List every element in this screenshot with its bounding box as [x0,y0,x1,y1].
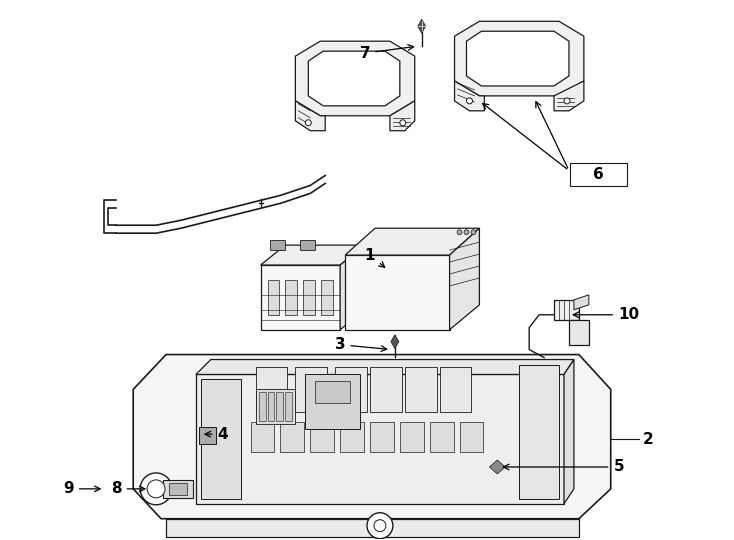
Bar [286,393,292,421]
Circle shape [564,98,570,104]
Bar [405,368,437,412]
Bar [370,422,394,452]
Polygon shape [345,228,479,255]
Text: 2: 2 [643,431,654,447]
Polygon shape [261,245,365,265]
Polygon shape [519,364,559,499]
Bar [258,393,266,421]
Polygon shape [454,81,484,111]
Bar [303,280,316,315]
Text: 9: 9 [63,481,100,496]
Bar [267,280,280,315]
Circle shape [374,519,386,532]
Bar [370,368,401,412]
Circle shape [367,513,393,538]
Text: 8: 8 [111,481,145,496]
Polygon shape [201,380,241,499]
Polygon shape [166,519,579,537]
Polygon shape [133,355,611,519]
Bar [316,381,350,403]
Text: 3: 3 [335,337,387,352]
Bar [277,393,283,421]
Bar [255,368,288,412]
Polygon shape [196,374,564,504]
Bar [169,483,187,495]
Polygon shape [345,255,449,330]
Bar [305,374,360,429]
Bar [335,368,367,412]
Bar [400,422,424,452]
Circle shape [400,120,406,126]
Bar [440,368,471,412]
Bar [255,389,295,424]
Circle shape [140,473,172,505]
Text: 10: 10 [573,307,639,322]
Circle shape [464,230,469,235]
Bar [250,422,275,452]
Text: 7: 7 [360,45,413,60]
Polygon shape [554,300,579,320]
Polygon shape [569,320,589,345]
Circle shape [467,98,473,104]
Text: 4: 4 [205,427,228,442]
Polygon shape [490,460,505,474]
Polygon shape [418,19,426,33]
Text: 6: 6 [593,167,604,182]
Polygon shape [467,31,569,86]
Bar [286,280,297,315]
Circle shape [147,480,165,498]
Bar [267,393,275,421]
Polygon shape [554,81,584,111]
Polygon shape [295,41,415,116]
Polygon shape [196,360,574,374]
Bar [280,422,305,452]
Bar [310,422,334,452]
Circle shape [305,120,311,126]
Bar [429,422,454,452]
Circle shape [471,230,476,235]
Polygon shape [574,295,589,310]
Bar [321,280,333,315]
Bar [163,480,193,498]
Polygon shape [295,101,325,131]
Polygon shape [564,360,574,504]
Polygon shape [199,427,216,444]
Circle shape [457,230,462,235]
Bar [300,240,316,250]
Polygon shape [391,335,399,349]
Polygon shape [390,101,415,131]
Bar [340,422,364,452]
Polygon shape [340,245,365,330]
Bar [459,422,484,452]
Text: 1: 1 [365,247,385,267]
Polygon shape [454,21,584,96]
Text: 5: 5 [504,460,624,475]
Polygon shape [308,51,400,106]
Polygon shape [261,265,340,330]
FancyBboxPatch shape [570,163,627,186]
Bar [295,368,327,412]
Polygon shape [449,228,479,330]
Bar [271,240,286,250]
